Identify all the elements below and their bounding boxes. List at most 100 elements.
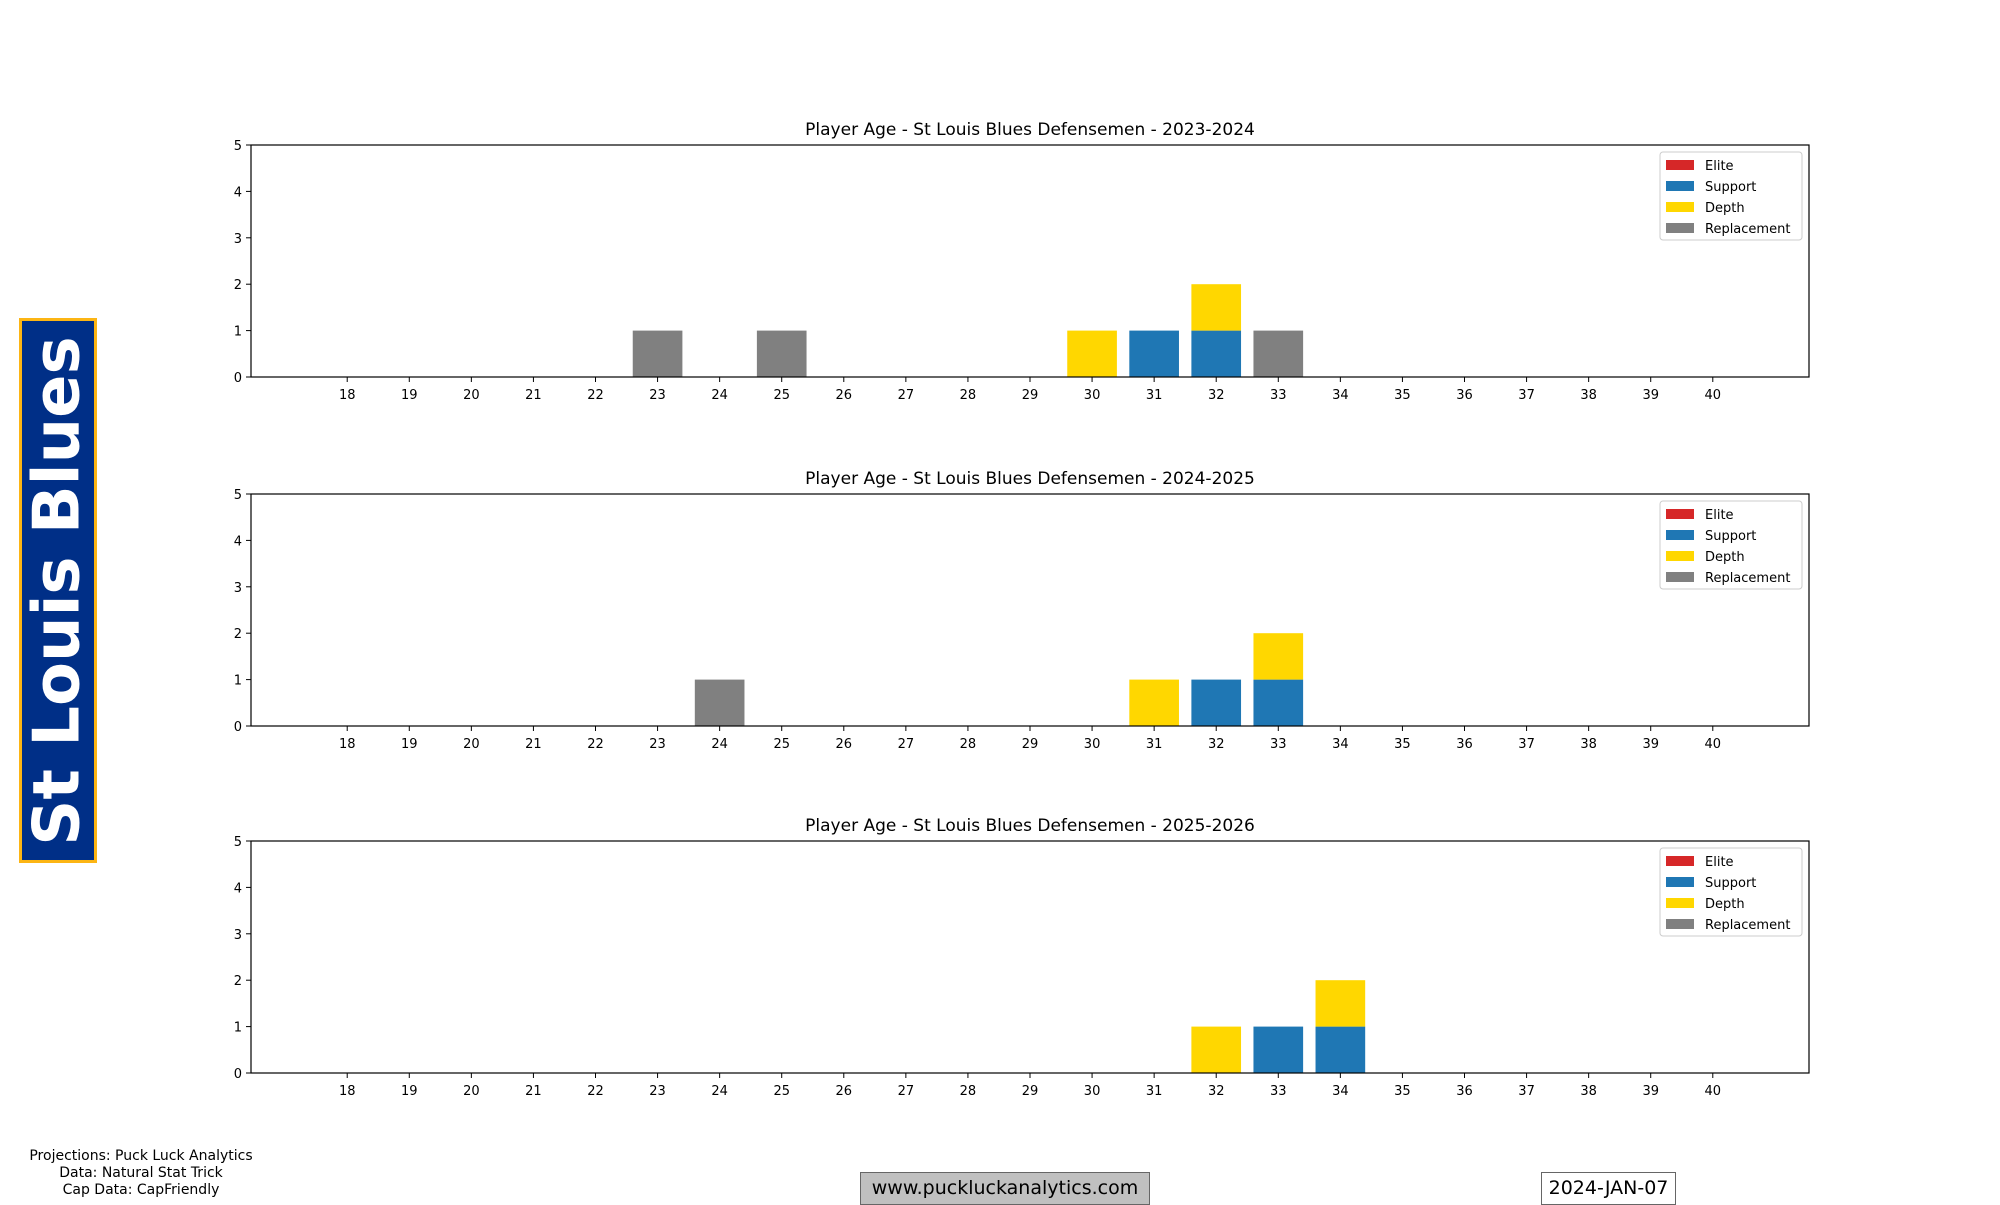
credit-cap: Cap Data: CapFriendly	[62, 1182, 220, 1198]
x-tick-label: 37	[1518, 388, 1535, 403]
legend-swatch-replacement	[1666, 572, 1694, 582]
legend-swatch-elite	[1666, 856, 1694, 866]
legend-swatch-support	[1666, 181, 1694, 191]
credit-data: Data: Natural Stat Trick	[59, 1165, 223, 1181]
bar-support-33	[1253, 1026, 1304, 1073]
x-tick-label: 39	[1642, 388, 1659, 403]
chart-title: Player Age - St Louis Blues Defensemen -…	[805, 469, 1255, 489]
legend-label-depth: Depth	[1705, 550, 1745, 565]
x-tick-label: 39	[1642, 1084, 1659, 1099]
x-tick-label: 34	[1332, 388, 1349, 403]
x-tick-label: 36	[1456, 737, 1473, 752]
legend-swatch-elite	[1666, 509, 1694, 519]
y-tick-label: 5	[234, 139, 242, 154]
bar-depth-32	[1191, 284, 1242, 331]
x-tick-label: 28	[960, 737, 977, 752]
x-tick-label: 18	[339, 737, 356, 752]
x-tick-label: 26	[836, 737, 853, 752]
bar-support-34	[1315, 1026, 1366, 1073]
x-tick-label: 19	[401, 1084, 418, 1099]
y-tick-label: 3	[234, 928, 242, 943]
x-tick-label: 35	[1394, 388, 1411, 403]
x-tick-label: 29	[1022, 1084, 1039, 1099]
x-tick-label: 23	[649, 388, 666, 403]
legend-swatch-support	[1666, 530, 1694, 540]
x-tick-label: 20	[463, 388, 480, 403]
y-tick-label: 4	[234, 881, 242, 896]
x-tick-label: 21	[525, 388, 542, 403]
bar-support-31	[1129, 330, 1179, 377]
legend-swatch-depth	[1666, 898, 1694, 908]
plot-frame	[250, 493, 1810, 727]
x-tick-label: 28	[960, 388, 977, 403]
credits: Projections: Puck Luck Analytics Data: N…	[20, 1148, 262, 1199]
x-tick-label: 22	[587, 737, 604, 752]
x-tick-label: 34	[1332, 1084, 1349, 1099]
bar-replacement-24	[694, 679, 745, 726]
x-tick-label: 29	[1022, 737, 1039, 752]
x-tick-label: 37	[1518, 1084, 1535, 1099]
x-tick-label: 26	[836, 1084, 853, 1099]
x-tick-label: 37	[1518, 737, 1535, 752]
legend-label-depth: Depth	[1705, 897, 1745, 912]
y-tick-label: 0	[234, 1067, 242, 1082]
y-tick-label: 3	[234, 581, 242, 596]
bar-depth-33	[1253, 633, 1304, 680]
legend-swatch-replacement	[1666, 223, 1694, 233]
x-tick-label: 31	[1146, 737, 1163, 752]
bar-replacement-33	[1253, 330, 1304, 377]
x-tick-label: 32	[1208, 1084, 1225, 1099]
x-tick-label: 36	[1456, 388, 1473, 403]
x-tick-label: 40	[1705, 388, 1722, 403]
x-tick-label: 30	[1084, 737, 1101, 752]
x-tick-label: 35	[1394, 737, 1411, 752]
chart-title: Player Age - St Louis Blues Defensemen -…	[805, 120, 1255, 140]
x-tick-label: 24	[711, 388, 728, 403]
legend-label-support: Support	[1705, 529, 1756, 544]
team-name: St Louis Blues	[21, 335, 95, 846]
legend-swatch-support	[1666, 877, 1694, 887]
y-tick-label: 2	[234, 974, 242, 989]
x-tick-label: 18	[339, 1084, 356, 1099]
x-tick-label: 22	[587, 388, 604, 403]
y-tick-label: 1	[234, 1021, 242, 1036]
y-tick-label: 2	[234, 627, 242, 642]
x-tick-label: 30	[1084, 1084, 1101, 1099]
x-tick-label: 26	[836, 388, 853, 403]
legend-label-support: Support	[1705, 876, 1756, 891]
x-tick-label: 27	[898, 737, 915, 752]
legend-box	[1659, 151, 1803, 241]
x-tick-label: 30	[1084, 388, 1101, 403]
x-tick-label: 25	[773, 1084, 790, 1099]
bar-replacement-25	[756, 330, 807, 377]
team-label: St Louis Blues	[19, 318, 97, 863]
legend-label-elite: Elite	[1705, 159, 1734, 174]
x-tick-label: 31	[1146, 1084, 1163, 1099]
x-tick-label: 33	[1270, 388, 1287, 403]
x-tick-label: 29	[1022, 388, 1039, 403]
y-tick-label: 3	[234, 232, 242, 247]
bar-support-32	[1191, 330, 1242, 377]
x-tick-label: 27	[898, 388, 915, 403]
chart-title: Player Age - St Louis Blues Defensemen -…	[805, 816, 1255, 836]
bar-replacement-23	[632, 330, 683, 377]
x-tick-label: 38	[1580, 1084, 1597, 1099]
x-tick-label: 18	[339, 388, 356, 403]
x-tick-label: 38	[1580, 388, 1597, 403]
plot-frame	[250, 144, 1810, 378]
legend-label-elite: Elite	[1705, 508, 1734, 523]
legend-label-support: Support	[1705, 180, 1756, 195]
legend-label-replacement: Replacement	[1705, 571, 1790, 586]
x-tick-label: 33	[1270, 1084, 1287, 1099]
legend-box	[1659, 847, 1803, 937]
x-tick-label: 25	[773, 388, 790, 403]
y-tick-label: 0	[234, 720, 242, 735]
bar-depth-31	[1129, 679, 1179, 726]
legend-swatch-replacement	[1666, 919, 1694, 929]
y-tick-label: 2	[234, 278, 242, 293]
x-tick-label: 40	[1705, 737, 1722, 752]
x-tick-label: 40	[1705, 1084, 1722, 1099]
bar-support-32	[1191, 679, 1242, 726]
x-tick-label: 32	[1208, 388, 1225, 403]
